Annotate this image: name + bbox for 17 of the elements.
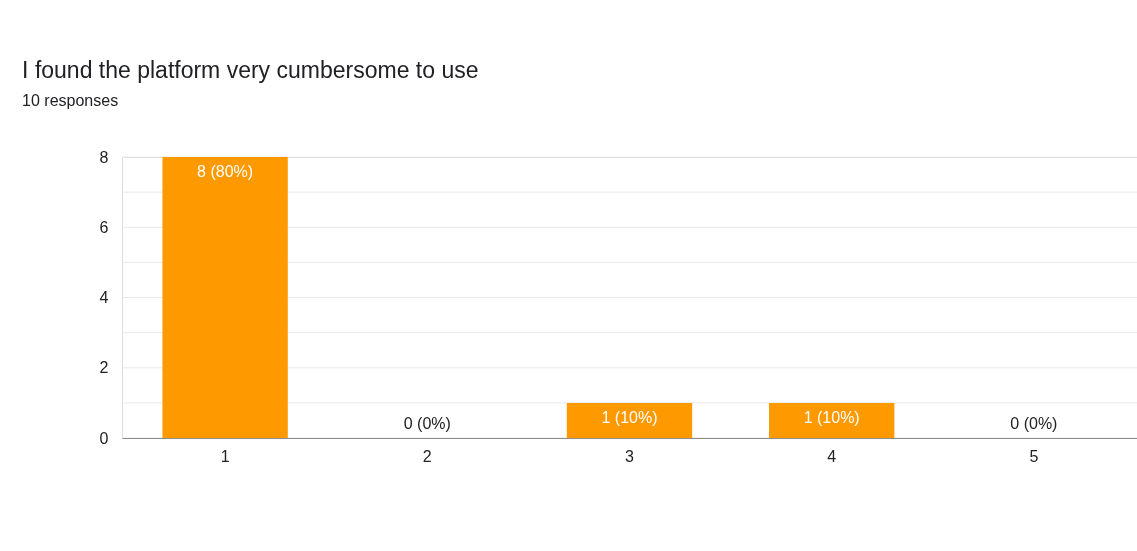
y-tick-label: 6 bbox=[99, 218, 109, 236]
data-label: 8 (80%) bbox=[197, 163, 254, 180]
x-tick-label: 2 bbox=[422, 447, 432, 465]
x-tick-label: 1 bbox=[220, 447, 230, 465]
y-tick-label: 2 bbox=[99, 359, 109, 377]
y-tick-label: 8 bbox=[99, 148, 109, 166]
chart-subtitle: 10 responses bbox=[22, 92, 119, 109]
x-tick-label: 3 bbox=[625, 447, 635, 465]
data-label: 0 (0%) bbox=[403, 415, 451, 432]
data-label: 1 (10%) bbox=[803, 408, 860, 426]
y-tick-label: 4 bbox=[99, 289, 109, 306]
y-tick-label: 0 bbox=[99, 429, 109, 447]
x-tick-label: 4 bbox=[827, 447, 837, 465]
x-tick-label: 5 bbox=[1029, 447, 1039, 465]
data-label: 0 (0%) bbox=[1010, 415, 1058, 432]
data-label: 1 (10%) bbox=[601, 408, 658, 426]
chart-title: I found the platform very cumbersome to use bbox=[22, 57, 479, 83]
